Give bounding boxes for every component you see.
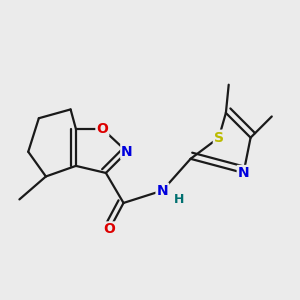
Text: O: O (96, 122, 108, 136)
Text: S: S (214, 130, 224, 145)
Text: N: N (238, 166, 249, 180)
Text: O: O (103, 222, 115, 236)
Text: N: N (121, 145, 133, 159)
Text: H: H (174, 193, 184, 206)
Text: N: N (157, 184, 168, 198)
